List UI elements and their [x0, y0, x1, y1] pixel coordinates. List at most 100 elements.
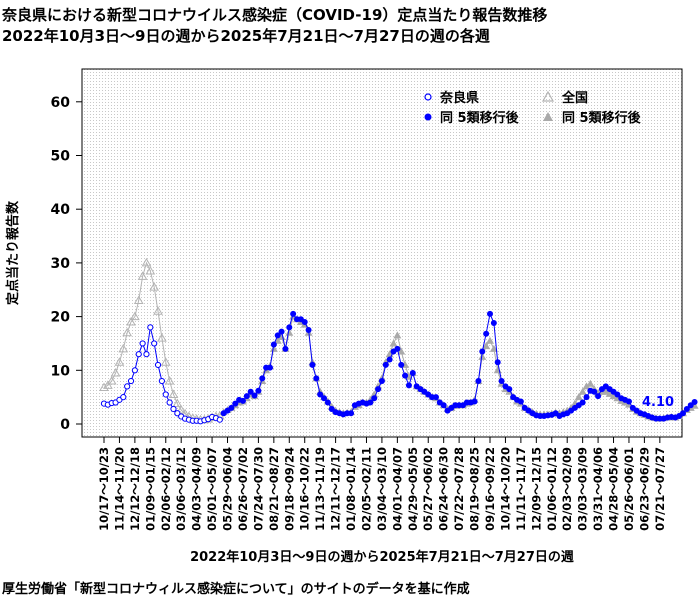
legend-label-nara: 奈良県: [439, 90, 479, 106]
y-tick-label: 30: [51, 256, 71, 272]
x-tick-label: 04/01～04/07: [390, 447, 404, 531]
data-point: [586, 379, 595, 387]
data-point: [154, 361, 162, 369]
data-point: [601, 387, 610, 395]
data-point: [110, 367, 121, 377]
x-tick-label: 10/17～10/23: [97, 447, 111, 531]
data-point: [479, 348, 486, 355]
data-point: [367, 399, 374, 406]
x-tick-label: 11/13～11/19: [313, 447, 327, 531]
legend-marker-nara: [424, 93, 432, 101]
data-point: [145, 265, 156, 275]
x-tick-label: 11/11～11/17: [514, 447, 528, 531]
data-point: [259, 375, 266, 382]
data-point: [174, 410, 181, 417]
data-point: [170, 405, 177, 413]
x-tick-label: 01/09～01/15: [143, 447, 157, 531]
legend-marker-nara-post: [424, 113, 432, 121]
data-point: [486, 336, 494, 344]
x-axis: 10/17～10/23 11/14～11/20 12/12～12/18 01/09～0…: [97, 437, 667, 531]
x-tick-label: 01/06～01/12: [545, 447, 559, 531]
x-tick-label: 12/12～12/18: [128, 447, 142, 531]
data-point: [176, 405, 187, 414]
legend-marker-national: [541, 90, 555, 102]
data-point: [124, 383, 131, 390]
data-point: [301, 318, 308, 325]
x-tick-label: 12/11～12/17: [329, 447, 343, 531]
x-tick-label: 04/28～05/04: [607, 447, 621, 531]
data-point: [135, 351, 142, 358]
data-point: [278, 328, 285, 335]
x-tick-label: 03/03～03/09: [576, 447, 590, 531]
data-point: [243, 393, 250, 400]
data-point: [157, 333, 167, 342]
x-tick-label: 02/03～02/09: [560, 447, 574, 531]
data-point: [131, 367, 138, 374]
data-point: [506, 386, 513, 393]
data-point: [405, 382, 412, 389]
data-point: [487, 310, 493, 317]
data-point: [317, 391, 324, 398]
x-tick-label: 05/01～05/07: [205, 447, 219, 531]
last-value-label: 4.10: [642, 395, 674, 410]
data-point: [498, 378, 505, 385]
data-point: [239, 397, 246, 404]
data-point: [216, 416, 223, 423]
data-point: [389, 339, 398, 347]
data-point: [143, 351, 150, 358]
data-point: [286, 324, 293, 331]
x-tick-label: 02/06～02/12: [159, 447, 173, 531]
data-point: [583, 394, 590, 401]
x-tick-label: 08/21～08/27: [267, 447, 281, 531]
x-tick-label: 07/21～07/27: [653, 447, 667, 531]
series-2: [220, 310, 698, 422]
x-tick-label: 06/23～06/29: [637, 447, 651, 531]
y-tick-label: 60: [51, 95, 71, 111]
data-point: [483, 330, 490, 337]
data-point: [99, 382, 109, 391]
x-tick-label: 06/24～06/30: [437, 447, 451, 531]
data-point: [683, 405, 690, 412]
data-point: [305, 327, 312, 334]
data-point: [127, 377, 135, 385]
data-point: [378, 378, 385, 385]
data-point: [494, 359, 501, 366]
data-point: [370, 390, 379, 398]
x-tick-label: 09/16～09/22: [483, 447, 497, 531]
legend: 奈良県 全国 同 5類移行後 同 5類移行後: [424, 90, 642, 126]
data-point: [106, 376, 117, 385]
data-point: [118, 343, 129, 353]
data-point: [285, 328, 294, 336]
data-point: [440, 402, 447, 409]
legend-label-national: 全国: [561, 90, 588, 106]
x-tick-label: 02/05～02/11: [359, 447, 373, 531]
data-point: [130, 311, 140, 321]
data-point: [409, 369, 416, 376]
series-layer: [99, 257, 699, 425]
data-point: [605, 389, 614, 397]
data-point: [432, 394, 439, 401]
data-point: [348, 410, 355, 417]
x-tick-label: 12/09～12/15: [529, 447, 543, 531]
data-point: [168, 389, 179, 398]
legend-label-nara-post: 同 5類移行後: [440, 110, 520, 126]
data-point: [578, 387, 587, 395]
data-point: [324, 399, 331, 406]
data-point: [158, 377, 165, 385]
data-point: [282, 345, 289, 352]
x-tick-label: 11/14～11/20: [112, 447, 126, 531]
data-point: [394, 345, 401, 352]
data-point: [625, 398, 632, 405]
data-point: [290, 310, 297, 317]
x-tick-label: 06/26～07/02: [236, 447, 250, 531]
data-point: [398, 361, 405, 368]
y-axis-label: 定点当たり報告数: [5, 200, 21, 306]
data-point: [251, 392, 258, 399]
data-point: [164, 376, 175, 385]
data-point: [691, 398, 698, 405]
data-point: [574, 393, 583, 401]
data-point: [270, 341, 277, 348]
data-point: [160, 357, 171, 366]
x-axis-label: 2022年10月3日～9日の週から2025年7月21日～7月27日の週: [190, 549, 574, 565]
data-point: [126, 316, 136, 326]
